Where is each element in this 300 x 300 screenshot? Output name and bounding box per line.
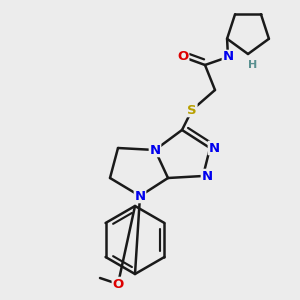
Text: S: S bbox=[187, 103, 197, 116]
Text: H: H bbox=[248, 60, 257, 70]
Text: O: O bbox=[112, 278, 124, 290]
Text: N: N bbox=[208, 142, 220, 154]
Text: N: N bbox=[149, 143, 161, 157]
Text: N: N bbox=[201, 169, 213, 182]
Text: N: N bbox=[222, 50, 234, 64]
Text: O: O bbox=[177, 50, 189, 64]
Text: N: N bbox=[134, 190, 146, 202]
